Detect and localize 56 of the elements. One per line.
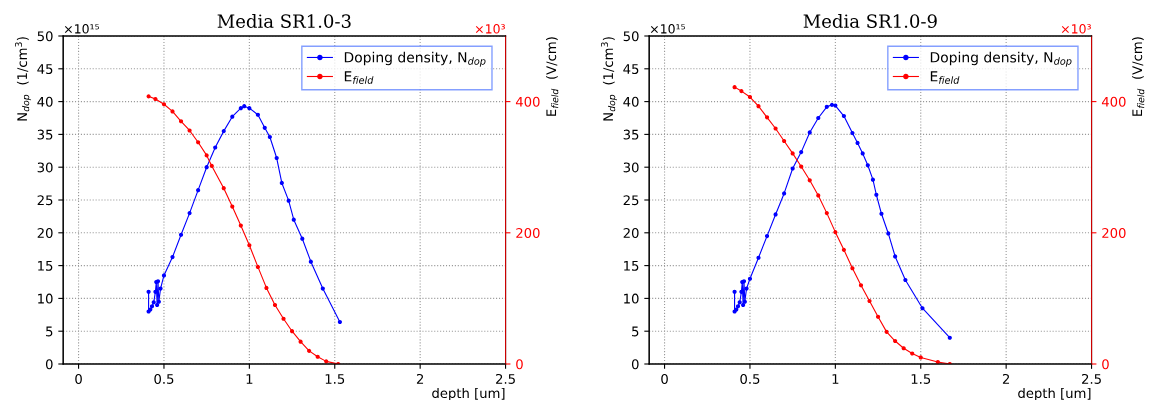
- y-tick-label: 45: [37, 64, 53, 74]
- y-tick-label: 20: [623, 228, 639, 238]
- y2-axis-title: E$_{field}$ (V/cm): [1132, 37, 1145, 116]
- y-tick-label: 5: [632, 326, 639, 337]
- legend-label: Doping density, N$_{dop}$: [930, 51, 1072, 67]
- chart-title: Media SR1.0-9: [803, 13, 937, 28]
- text: ×10¹⁵: [650, 24, 685, 34]
- x-tick-label: 2: [416, 373, 424, 384]
- x-tick-label: 1: [246, 374, 253, 384]
- x-tick-label: 2.5: [1082, 373, 1101, 384]
- legend-label: Doping density, N$_{dop}$: [344, 51, 486, 67]
- y-tick-label: 10: [38, 293, 53, 304]
- y2-tick-label: 0: [516, 359, 523, 370]
- text: ×10¹⁵: [64, 24, 99, 34]
- x-tick-label: 1.5: [911, 374, 931, 384]
- legend-label: E$_{field}$: [344, 71, 374, 84]
- y-axis-title: N$_{dop}$ (1/cm$^{3}$): [601, 37, 618, 121]
- chart-title: Media SR1.0-3: [217, 13, 351, 28]
- y2-tick-label: 0: [1102, 359, 1109, 370]
- y-tick-label: 0: [631, 359, 639, 370]
- text: ×10³: [1061, 24, 1091, 34]
- y-tick-label: 25: [623, 195, 639, 206]
- y-tick-label: 30: [37, 162, 53, 173]
- y-tick-label: 35: [37, 129, 53, 140]
- x-tick-label: 0.5: [740, 373, 760, 384]
- y-tick-label: 40: [623, 96, 639, 107]
- x-axis-title: depth [um]: [1018, 387, 1091, 400]
- y2-tick-label: 400: [1101, 96, 1126, 107]
- y-tick-label: 25: [37, 195, 53, 206]
- y-tick-label: 50: [623, 31, 639, 42]
- y-tick-label: 50: [37, 31, 53, 42]
- x-tick-label: 1: [832, 374, 839, 384]
- x-tick-label: 2: [1002, 373, 1010, 384]
- y-tick-label: 10: [624, 293, 639, 304]
- y-tick-label: 30: [623, 162, 639, 173]
- x-tick-label: 0.5: [154, 373, 174, 384]
- x-tick-label: 1.5: [325, 374, 345, 384]
- y-tick-label: 15: [624, 260, 639, 271]
- y-tick-label: 20: [37, 228, 53, 238]
- y-tick-label: 45: [623, 64, 639, 74]
- text: ×10³: [475, 24, 505, 34]
- y-tick-label: 0: [45, 359, 53, 370]
- x-tick-label: 2.5: [496, 373, 515, 384]
- y-tick-label: 40: [37, 96, 53, 107]
- y-tick-label: 15: [38, 260, 53, 271]
- y2-tick-label: 200: [1102, 228, 1126, 238]
- y2-tick-label: 400: [515, 96, 540, 107]
- y2-axis-title: E$_{field}$ (V/cm): [546, 37, 559, 116]
- legend-label: E$_{field}$: [930, 71, 960, 84]
- x-tick-label: 0: [75, 373, 82, 384]
- x-axis-title: depth [um]: [432, 387, 505, 400]
- y2-tick-label: 200: [516, 228, 540, 238]
- y-tick-label: 5: [46, 326, 53, 337]
- y-tick-label: 35: [623, 129, 639, 140]
- x-tick-label: 0: [661, 373, 668, 384]
- y-axis-title: N$_{dop}$ (1/cm$^{3}$): [15, 37, 32, 121]
